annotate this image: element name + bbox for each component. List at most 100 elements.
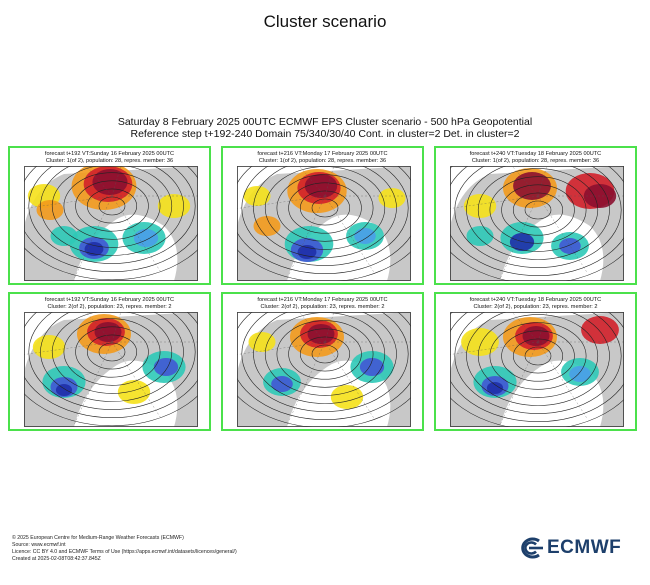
geopotential-contour <box>86 188 138 224</box>
anomaly-area <box>94 322 122 342</box>
geopotential-map <box>237 166 411 281</box>
anomaly-area <box>513 172 551 200</box>
panel-forecast-line: forecast t+216 VT:Monday 17 February 202… <box>257 297 388 303</box>
geopotential-contour <box>63 172 161 240</box>
panel-header: forecast t+216 VT:Monday 17 February 202… <box>223 151 422 165</box>
graticule-line <box>500 341 539 424</box>
anomaly-area <box>153 358 179 376</box>
copyright-text: © 2025 European Centre for Medium-Range … <box>12 535 184 541</box>
anomaly-area <box>271 376 293 392</box>
land-shading <box>24 166 198 281</box>
licence-text[interactable]: Licence: CC BY 4.0 and ECMWF Terms of Us… <box>12 549 237 555</box>
figure-title-line-1: Saturday 8 February 2025 00UTC ECMWF EPS… <box>117 116 533 128</box>
geopotential-contour <box>299 190 351 226</box>
geopotential-contour <box>524 200 552 220</box>
panel-forecast-line: forecast t+192 VT:Sunday 16 February 202… <box>44 151 175 157</box>
geopotential-contour <box>75 180 149 232</box>
land-shading <box>24 312 198 427</box>
anomaly-area <box>133 229 159 247</box>
geopotential-contour <box>450 166 624 276</box>
geopotential-contour <box>512 192 564 228</box>
anomaly-area <box>466 226 494 246</box>
figure-title: Saturday 8 February 2025 00UTC ECMWF EPS… <box>0 116 650 140</box>
map-frame <box>450 312 624 427</box>
geopotential-contour <box>311 198 339 218</box>
geopotential-contour <box>477 314 599 398</box>
panel-c2-t240[interactable]: forecast t+240 VT:Tuesday 18 February 20… <box>434 292 637 431</box>
created-text: Created at 2025-02-08T08:42:37.845Z <box>12 556 101 562</box>
geopotential-contour <box>24 166 198 272</box>
panel-c1-t240[interactable]: forecast t+240 VT:Tuesday 18 February 20… <box>434 146 637 285</box>
map-frame <box>237 312 411 427</box>
geopotential-contour <box>253 312 397 404</box>
anomaly-area <box>304 174 338 198</box>
anomaly-area <box>354 228 376 244</box>
geopotential-contour <box>477 168 599 252</box>
panel-c2-t192[interactable]: forecast t+192 VT:Sunday 16 February 202… <box>8 292 211 431</box>
geopotential-contour <box>28 166 196 264</box>
panel-forecast-line: forecast t+240 VT:Tuesday 18 February 20… <box>469 151 602 157</box>
anomaly-area <box>330 385 364 409</box>
anomaly-area <box>522 326 550 346</box>
geopotential-contour <box>489 322 587 390</box>
graticule-line <box>74 195 113 278</box>
geopotential-contour <box>454 312 622 414</box>
anomaly-area <box>32 335 66 359</box>
geopotential-contour <box>288 182 362 234</box>
panel-header: forecast t+192 VT:Sunday 16 February 202… <box>10 151 209 165</box>
anomaly-area <box>117 380 151 404</box>
geopotential-contour <box>24 247 198 281</box>
geopotential-contour <box>51 166 173 248</box>
geopotential-contour <box>450 312 624 422</box>
geopotential-contour <box>501 330 575 382</box>
geopotential-contour <box>288 328 362 380</box>
panel-cluster-line: Cluster: 1(of 2), population: 28, repres… <box>45 158 174 164</box>
graticule-line <box>111 195 161 272</box>
panel-c1-t216[interactable]: forecast t+216 VT:Monday 17 February 202… <box>221 146 424 285</box>
geopotential-contour <box>466 312 610 406</box>
panel-c1-t192[interactable]: forecast t+192 VT:Sunday 16 February 202… <box>8 146 211 285</box>
anomaly-area <box>307 324 335 344</box>
panel-cluster-line: Cluster: 1(of 2), population: 28, repres… <box>471 158 600 164</box>
geopotential-contour <box>63 318 161 386</box>
map-frame <box>24 312 198 427</box>
anomaly-area <box>581 316 619 344</box>
figure-title-line-2: Reference step t+192-240 Domain 75/340/3… <box>130 128 520 140</box>
ecmwf-logo-text: ECMWF <box>547 537 622 558</box>
geopotential-contour <box>489 176 587 244</box>
footer-credits: © 2025 European Centre for Medium-Range … <box>12 535 237 563</box>
panel-header: forecast t+192 VT:Sunday 16 February 202… <box>10 297 209 311</box>
geopotential-contour <box>98 342 126 362</box>
graticule-line <box>287 341 326 424</box>
anomaly-area <box>509 233 535 251</box>
geopotential-contour <box>276 320 374 388</box>
graticule-line <box>237 341 326 355</box>
graticule-line <box>111 341 161 418</box>
geopotential-contour <box>311 344 339 364</box>
panel-cluster-line: Cluster: 1(of 2), population: 28, repres… <box>258 158 387 164</box>
anomaly-area <box>378 188 406 208</box>
geopotential-map <box>237 312 411 427</box>
panel-c2-t216[interactable]: forecast t+216 VT:Monday 17 February 202… <box>221 292 424 431</box>
geopotential-contour <box>501 184 575 236</box>
map-frame <box>24 166 198 281</box>
panel-forecast-line: forecast t+216 VT:Monday 17 February 202… <box>257 151 388 157</box>
graticule-line <box>324 341 374 418</box>
graticule-line <box>74 341 113 424</box>
anomaly-area <box>92 169 128 195</box>
geopotential-contour <box>454 166 622 268</box>
geopotential-contour <box>75 326 149 378</box>
anomaly-area <box>248 332 276 352</box>
panel-forecast-line: forecast t+240 VT:Tuesday 18 February 20… <box>469 297 602 303</box>
geopotential-contour <box>24 312 198 418</box>
graticule-line <box>237 195 326 209</box>
geopotential-contour <box>253 166 397 258</box>
anomaly-area <box>50 226 78 246</box>
geopotential-contour <box>51 312 173 394</box>
graticule-line <box>450 341 539 355</box>
panel-cluster-line: Cluster: 2(of 2), population: 23, repres… <box>47 304 172 310</box>
source-text: Source: www.ecmwf.int <box>12 542 66 548</box>
geopotential-contour <box>276 174 374 242</box>
graticule-line <box>287 195 326 278</box>
geopotential-contour <box>237 312 411 420</box>
